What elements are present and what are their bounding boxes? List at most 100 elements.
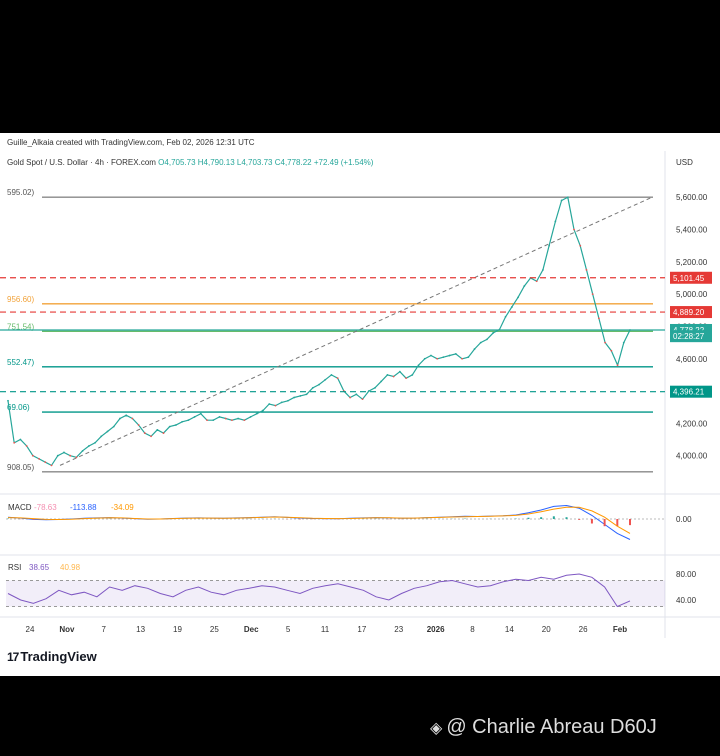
x-tick-label: 5 [286,625,291,634]
price-point [19,438,22,441]
price-point [398,370,401,373]
price-point [44,461,47,464]
price-point [523,285,526,287]
fib-level-label: 69.06) [7,403,30,412]
macd-legend-item: -34.09 [111,503,134,512]
price-point [131,417,134,420]
price-point [535,280,538,283]
price-point [63,451,65,454]
price-point [504,315,507,318]
price-point [193,416,196,418]
price-point [231,419,233,422]
x-tick-label: 23 [394,625,403,634]
price-point [542,269,544,271]
price-point [622,341,625,344]
price-point [150,435,152,438]
price-point [336,377,339,380]
price-point [243,419,246,422]
price-point [560,199,563,202]
price-point [411,374,414,376]
price-point [473,348,476,350]
price-point [162,432,165,434]
price-point [175,424,177,426]
price-point [423,357,426,360]
price-point [311,386,314,389]
macd-legend-item: -78.63 [34,503,57,512]
price-point [566,196,569,199]
price-point [224,417,227,420]
x-tick-label: Nov [59,625,75,634]
x-tick-label: 8 [470,625,475,634]
macd-legend-item: -113.88 [70,503,97,512]
price-point [25,445,28,447]
x-tick-label: 19 [173,625,182,634]
tradingview-logo-text: TradingView [20,649,97,664]
fib-level-label: 552.47) [7,358,34,367]
macd-hist-bar [590,519,593,524]
rsi-legend-item: 38.65 [29,563,50,572]
x-tick-label: 13 [136,625,145,634]
symbol-name: Gold Spot / U.S. Dollar · 4h · FOREX.com [7,158,156,167]
macd-series-line [7,504,631,540]
price-point [486,338,488,341]
price-point [598,317,600,320]
price-point [479,341,482,344]
price-point [293,396,296,399]
price-point [585,269,588,271]
price-point [417,364,420,367]
price-point [467,356,470,359]
price-point [367,390,370,392]
price-point [318,383,320,386]
price-point [274,404,277,407]
watermark-text: @ Charlie Abreau D60J [446,716,657,738]
price-tag-box [670,306,712,319]
price-point [610,349,613,352]
price-point [181,420,184,423]
y-tick-label: 5,400.00 [676,226,708,235]
symbol-line: Gold Spot / U.S. Dollar · 4h · FOREX.com… [7,158,373,167]
price-point [548,244,551,247]
price-point [187,419,190,422]
price-tag-label: 4,889.20 [673,308,705,317]
chart-panel: Guille_Alkaia created with TradingView.c… [0,133,720,676]
price-point [125,414,128,417]
price-point [349,396,351,399]
rsi-band [6,580,665,607]
x-tick-label: 7 [102,625,107,634]
price-point [156,428,159,431]
price-point [199,412,202,415]
price-point [69,454,72,457]
price-point [579,244,582,247]
x-tick-label: 20 [542,625,551,634]
price-tag-label: 5,101.45 [673,274,705,283]
price-point [454,353,457,355]
macd-hist-bar [578,519,581,520]
price-point [255,412,258,415]
price-point [510,306,513,308]
x-tick-label: 26 [579,625,588,634]
price-point [355,393,358,396]
macd-zero-label: 0.00 [676,515,692,524]
rsi-tick-label: 80.00 [676,570,697,579]
price-point [573,228,575,231]
fib-level-label: 956.60) [7,295,34,304]
tradingview-logo: 17 TradingView [7,649,97,664]
tradingview-logo-mark: 17 [7,650,19,664]
macd-hist-bar [527,517,530,519]
macd-hist-bar [629,519,631,526]
price-point [119,417,121,420]
price-point [430,354,432,357]
rsi-legend-item: RSI [8,563,21,572]
price-point [87,445,90,447]
macd-hist-bar [603,519,606,527]
price-point [249,416,252,418]
price-point [374,386,376,389]
y-tick-label: 5,000.00 [676,290,708,299]
price-tag-box [670,385,712,398]
price-point [13,441,16,444]
chart-canvas[interactable]: 5,600.005,400.005,200.005,000.004,800.00… [0,133,720,676]
x-tick-label: 25 [210,625,219,634]
y-tick-label: 4,600.00 [676,355,708,364]
rsi-tick-label: 40.00 [676,596,697,605]
price-point [380,380,383,383]
